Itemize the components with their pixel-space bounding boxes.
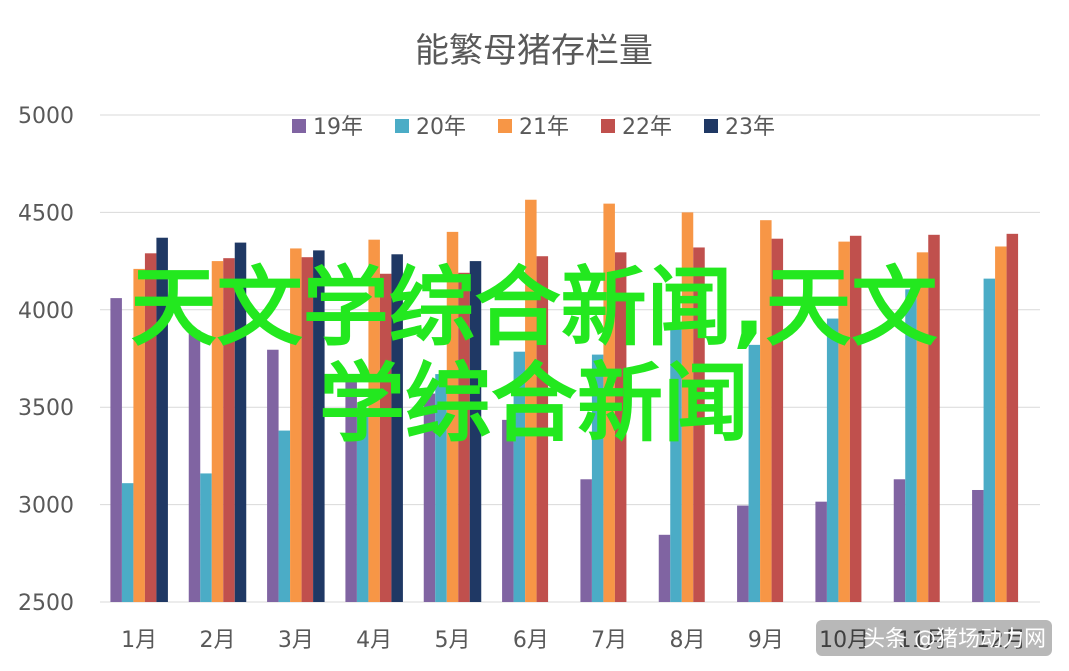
bar	[121, 483, 134, 602]
bar	[290, 248, 302, 603]
legend-label: 22年	[622, 115, 672, 140]
grid-lines	[100, 114, 1040, 603]
legend-label: 21年	[519, 115, 569, 140]
bar	[748, 344, 761, 602]
bar	[826, 318, 839, 602]
bar	[435, 374, 447, 602]
bar	[893, 479, 906, 602]
bar	[536, 256, 549, 602]
x-axis-ticks: 1月 2月 3月 4月 5月 6月 7月 8月 9月 10月 11月 12月	[121, 628, 1026, 653]
chart-title: 能繁母猪存栏量	[415, 31, 653, 71]
x-tick-label: 6月	[513, 628, 549, 653]
legend-item: 20年	[395, 115, 466, 140]
bar	[525, 199, 537, 602]
bar	[737, 505, 749, 602]
y-tick-label: 3000	[18, 494, 74, 519]
legend-swatch	[498, 119, 512, 133]
bar	[469, 261, 482, 602]
bar	[313, 250, 325, 603]
bar	[905, 289, 917, 602]
bar	[345, 377, 357, 602]
bar	[379, 273, 392, 602]
bar	[603, 203, 615, 602]
y-tick-label: 5000	[18, 104, 74, 129]
bar	[188, 330, 201, 602]
bar	[591, 354, 604, 602]
bar	[144, 253, 157, 603]
bar	[267, 349, 279, 602]
legend-swatch	[292, 119, 306, 133]
bar	[670, 327, 682, 602]
bar	[815, 501, 827, 602]
bar	[356, 408, 369, 602]
bars	[110, 199, 1019, 603]
bar	[200, 473, 212, 602]
bar	[110, 298, 122, 602]
x-tick-label: 3月	[278, 628, 314, 653]
x-tick-label: 10月	[819, 628, 869, 653]
y-tick-label: 2500	[18, 591, 74, 616]
bar	[234, 242, 247, 602]
bar	[513, 351, 526, 602]
x-tick-label: 11月	[898, 628, 948, 653]
x-tick-label: 4月	[356, 628, 392, 653]
x-tick-label: 2月	[200, 628, 236, 653]
legend-item: 21年	[498, 115, 569, 140]
bar	[693, 247, 705, 603]
bar	[760, 220, 772, 602]
legend-swatch	[601, 119, 615, 133]
bar	[916, 252, 929, 603]
bar	[849, 235, 862, 602]
bar	[614, 252, 627, 603]
bar	[458, 272, 470, 602]
bar	[423, 393, 436, 602]
watermark-text: 头条 @猪场动力网	[863, 627, 1046, 652]
overlay-text-line-2: 学综合新闻	[319, 354, 749, 454]
bar	[368, 239, 380, 602]
x-tick-label: 9月	[748, 628, 784, 653]
bar	[133, 268, 145, 602]
bar	[156, 237, 168, 602]
legend-label: 23年	[725, 115, 775, 140]
bar	[681, 212, 694, 602]
y-tick-label: 4000	[18, 299, 74, 324]
y-axis-ticks: 2500 3000 3500 4000 4500 5000	[18, 104, 74, 616]
watermark-background	[816, 620, 1052, 656]
x-tick-label: 8月	[670, 628, 706, 653]
legend-item: 19年	[292, 115, 363, 140]
legend-swatch	[704, 119, 718, 133]
y-tick-label: 4500	[18, 201, 74, 226]
bar	[223, 258, 235, 602]
legend-swatch	[395, 119, 409, 133]
legend-item: 22年	[601, 115, 672, 140]
bar	[972, 489, 984, 602]
x-tick-label: 5月	[435, 628, 471, 653]
bar	[995, 246, 1007, 603]
bar	[301, 257, 314, 602]
bar	[771, 238, 784, 602]
bar	[928, 234, 940, 602]
bar	[502, 419, 514, 602]
legend-label: 19年	[313, 115, 363, 140]
bar	[838, 241, 850, 602]
bar	[658, 534, 671, 602]
x-tick-label: 12月	[976, 628, 1026, 653]
bar	[211, 261, 224, 602]
bar	[278, 430, 291, 602]
bar	[983, 278, 996, 602]
x-tick-label: 1月	[121, 628, 157, 653]
bar	[580, 479, 592, 602]
legend-label: 20年	[416, 115, 466, 140]
x-tick-label: 7月	[591, 628, 627, 653]
bar	[446, 231, 459, 602]
legend: 19年 20年 21年 22年 23年	[292, 115, 775, 140]
overlay-text-line-1: 天文学综合新闻,天文	[131, 258, 938, 358]
y-tick-label: 3500	[18, 396, 74, 421]
bar	[1006, 233, 1019, 602]
watermark: 头条 @猪场动力网	[816, 620, 1052, 656]
legend-item: 23年	[704, 115, 775, 140]
bar	[391, 254, 403, 603]
